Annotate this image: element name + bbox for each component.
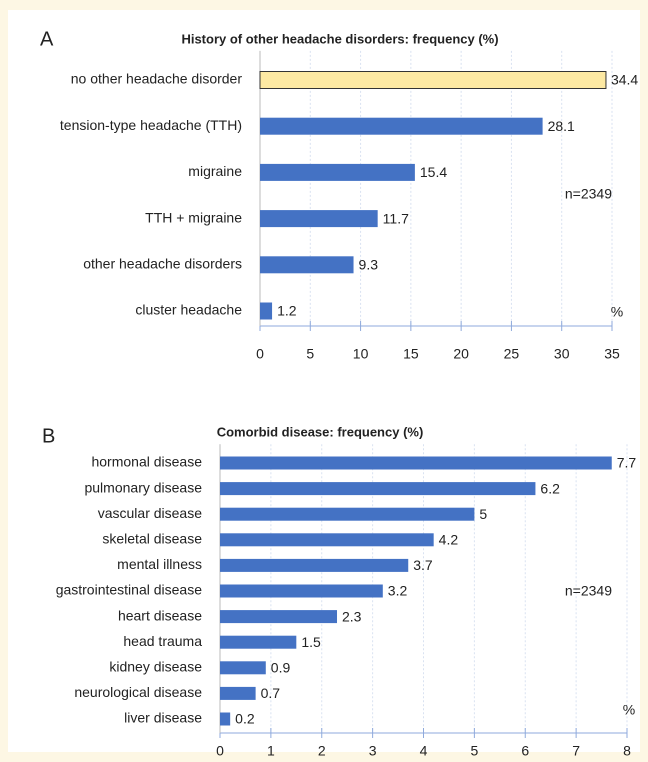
y-tick-label: other headache disorders [83,256,242,272]
annotation: n=2349 [565,186,612,202]
data-label: 1.5 [301,634,321,650]
data-label: 11.7 [383,210,409,226]
y-tick-label: gastrointestinal disease [56,582,203,598]
data-label: 6.2 [540,480,560,496]
y-tick-label: pulmonary disease [84,479,202,495]
data-label: 1.2 [277,303,297,319]
data-label: 15.4 [420,164,447,180]
bar [220,635,297,649]
panel-label: A [40,28,54,50]
y-tick-label: head trauma [123,633,202,649]
x-tick-label: 6 [521,743,529,759]
y-tick-label: heart disease [118,607,202,623]
x-tick-label: 10 [353,346,369,362]
annotation: n=2349 [565,583,612,599]
y-tick-label: no other headache disorder [71,71,243,87]
bar [220,686,256,700]
bar [220,610,338,624]
panel-label: B [42,425,55,447]
x-tick-label: 25 [504,346,520,362]
data-label: 9.3 [359,257,379,273]
x-tick-label: 0 [256,346,264,362]
y-tick-label: kidney disease [109,659,202,675]
bar [220,456,612,470]
y-tick-label: hormonal disease [91,454,202,470]
y-tick-label: TTH + migraine [145,209,242,225]
bar [220,712,231,726]
x-tick-label: 30 [554,346,570,362]
data-label: 5 [479,506,487,522]
bar [220,558,409,572]
x-tick-label: 35 [604,346,620,362]
data-label: 34.4 [611,72,638,88]
chart-title: Comorbid disease: frequency (%) [217,424,424,439]
bar [260,117,543,135]
bar [220,584,383,598]
y-tick-label: vascular disease [98,505,202,521]
y-tick-label: skeletal disease [102,531,202,547]
bar [260,210,378,228]
x-tick-label: 1 [267,743,275,759]
unit-label: % [623,702,635,718]
y-tick-label: liver disease [124,710,202,726]
data-label: 4.2 [439,532,459,548]
x-tick-label: 8 [623,743,631,759]
bar [260,256,354,274]
bar [260,163,415,181]
data-label: 3.7 [413,557,433,573]
data-label: 2.3 [342,608,362,624]
x-tick-label: 20 [453,346,469,362]
y-tick-label: mental illness [117,556,202,572]
bar [220,507,475,521]
x-tick-label: 4 [420,743,428,759]
x-tick-label: 5 [470,743,478,759]
y-tick-label: cluster headache [135,302,242,318]
x-tick-label: 3 [369,743,377,759]
bar [220,661,266,675]
x-tick-label: 7 [572,743,580,759]
x-tick-label: 5 [306,346,314,362]
data-label: 7.7 [617,455,637,471]
bar [259,71,607,89]
x-tick-label: 15 [403,346,419,362]
chart-title: History of other headache disorders: fre… [181,31,498,46]
data-label: 28.1 [548,118,575,134]
bar [220,482,536,496]
y-tick-label: migraine [188,163,242,179]
bar [260,302,273,320]
data-label: 3.2 [388,583,408,599]
x-tick-label: 2 [318,743,326,759]
y-tick-label: tension-type headache (TTH) [60,117,242,133]
bar [220,533,434,547]
y-tick-label: neurological disease [74,684,202,700]
data-label: 0.7 [261,685,281,701]
x-tick-label: 0 [216,743,224,759]
data-label: 0.9 [271,660,291,676]
data-label: 0.2 [235,711,255,727]
unit-label: % [611,304,623,320]
